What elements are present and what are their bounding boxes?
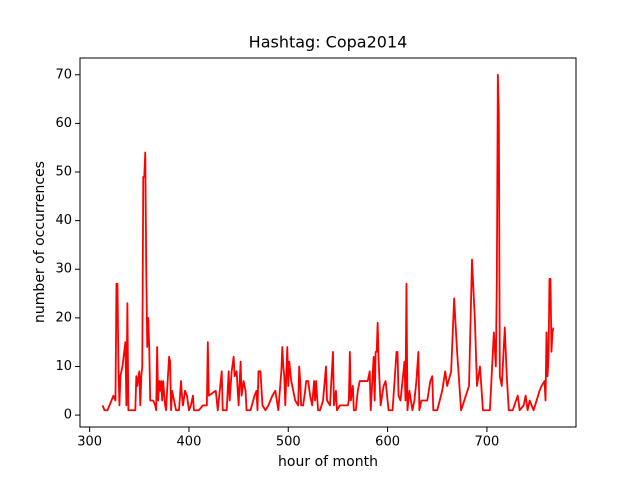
x-tick-label: 500 <box>276 435 301 450</box>
y-axis-label: number of occurrences <box>32 161 48 323</box>
y-tick-label: 20 <box>55 310 72 325</box>
x-axis-label: hour of month <box>278 454 378 470</box>
y-tick-label: 0 <box>64 408 72 423</box>
x-tick-label: 600 <box>375 435 400 450</box>
y-tick-label: 70 <box>55 67 72 82</box>
y-tick-label: 50 <box>55 165 72 180</box>
chart-title: Hashtag: Copa2014 <box>249 33 408 52</box>
plot-frame <box>79 57 577 428</box>
x-tick-label: 300 <box>77 435 102 450</box>
x-tick-label: 700 <box>474 435 499 450</box>
y-tick-label: 60 <box>55 116 72 131</box>
y-tick-label: 30 <box>55 262 72 277</box>
x-tick-label: 400 <box>177 435 202 450</box>
y-tick-label: 10 <box>55 359 72 374</box>
y-tick-label: 40 <box>55 213 72 228</box>
data-line <box>101 73 555 412</box>
